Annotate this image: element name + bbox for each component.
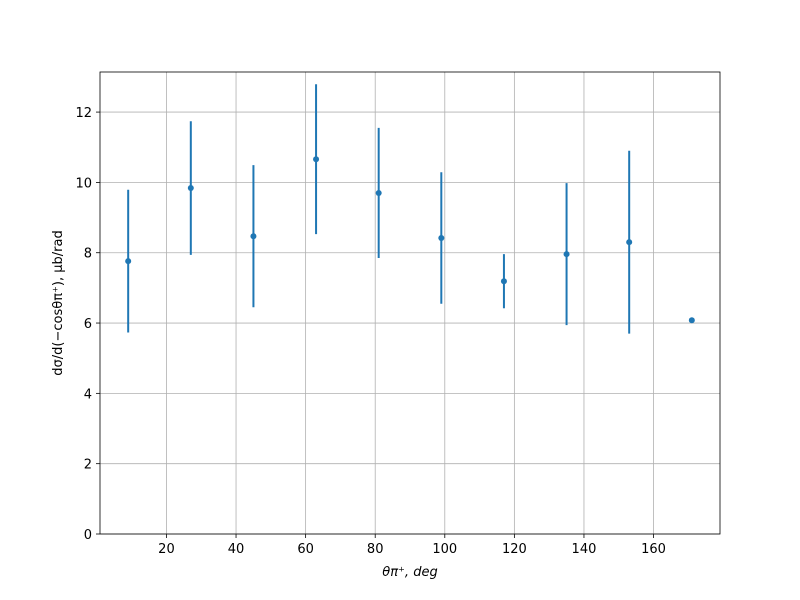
data-point [438,234,445,241]
x-tick-label: 140 [572,542,597,557]
data-point [187,185,194,192]
y-tick-label: 2 [84,458,92,473]
data-point [626,239,633,246]
data-point [125,258,132,265]
x-tick-label: 60 [297,542,314,557]
y-tick-label: 6 [84,317,92,332]
y-tick-label: 8 [84,247,92,262]
x-tick-label: 120 [502,542,527,557]
y-tick-label: 12 [75,106,92,121]
data-point [313,156,320,163]
y-tick-label: 4 [84,387,92,402]
data-point [563,251,570,258]
y-axis-label: dσ/d(−cosθπ⁺), μb/rad [51,230,66,375]
data-point [375,189,382,196]
x-tick-label: 100 [432,542,457,557]
y-tick-label: 0 [84,528,92,543]
x-tick-label: 40 [228,542,245,557]
data-point [500,278,507,285]
x-tick-label: 20 [158,542,175,557]
data-point [688,317,695,324]
x-tick-label: 80 [367,542,384,557]
plot-frame [99,71,721,535]
x-tick-label: 160 [641,542,666,557]
x-axis-label: θπ⁺, deg [382,565,437,580]
data-point [250,233,257,240]
y-tick-label: 10 [75,176,92,191]
